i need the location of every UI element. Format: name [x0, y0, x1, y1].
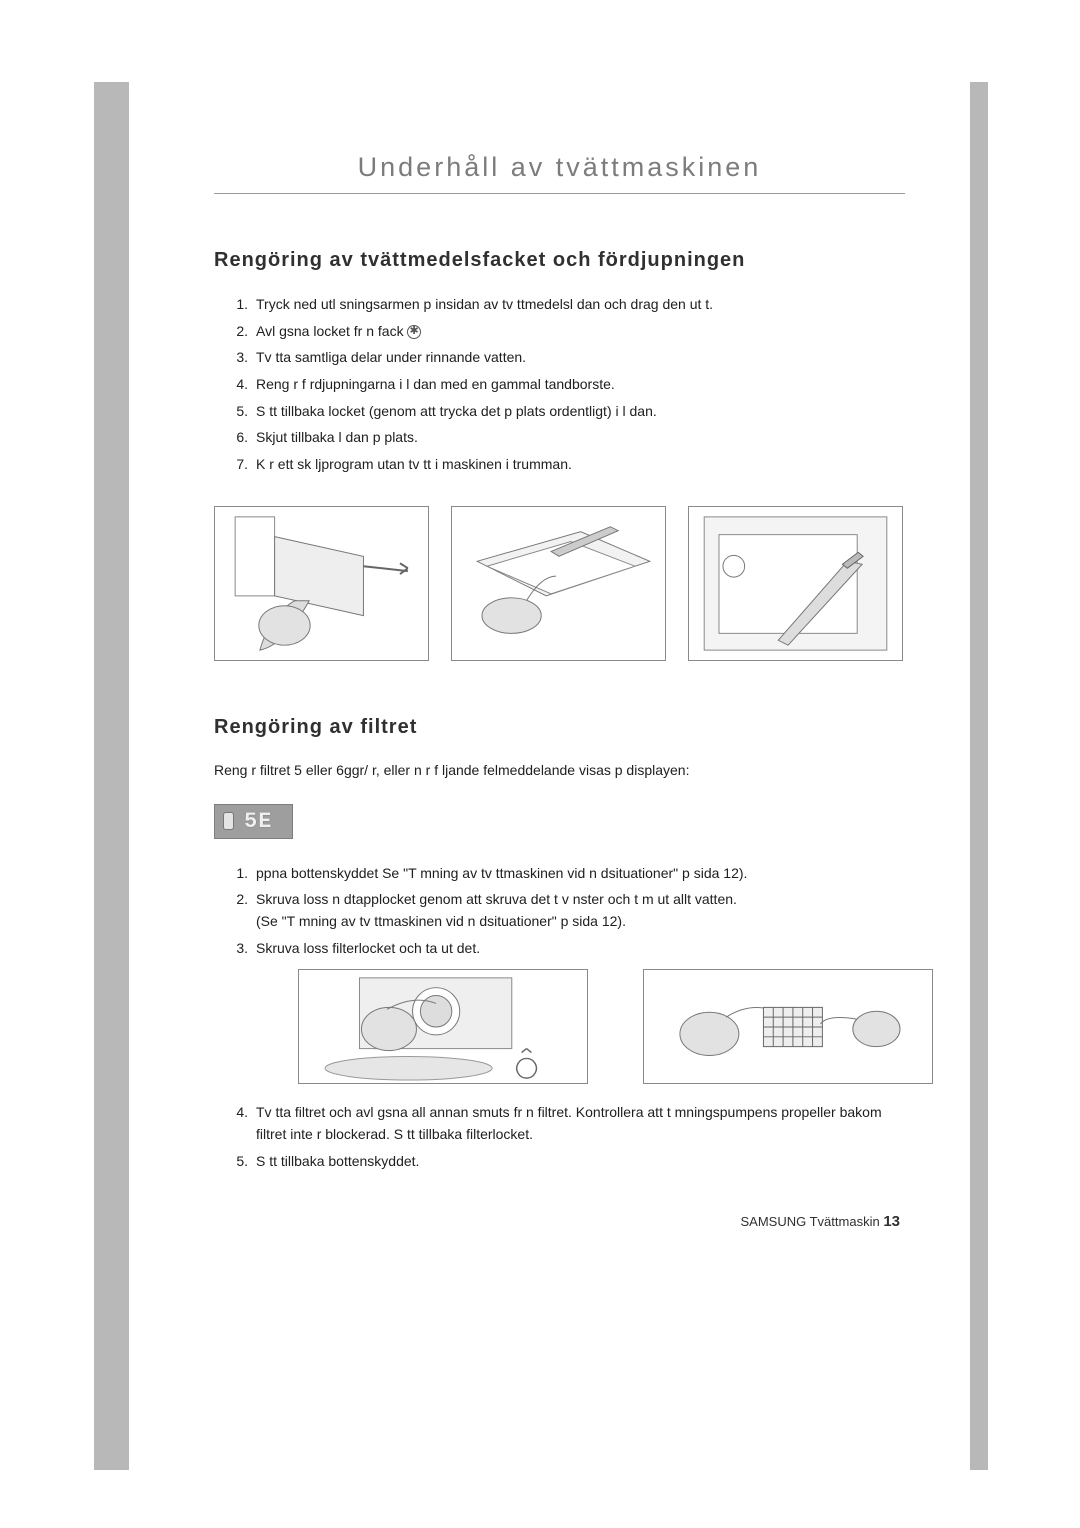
footer-page-number: 13 — [883, 1213, 900, 1230]
page-content: Underhåll av tvättmaskinen Rengöring av … — [129, 82, 970, 1230]
chapter-title: Underhåll av tvättmaskinen — [214, 152, 905, 194]
softener-compartment-icon — [407, 325, 421, 339]
step: Reng r f rdjupningarna i l dan med en ga… — [236, 374, 905, 396]
illustration-clean-recess — [688, 506, 903, 661]
step: Skjut tillbaka l dan p plats. — [236, 427, 905, 449]
section2-title: Rengöring av filtret — [214, 716, 905, 739]
step: Tv tta samtliga delar under rinnande vat… — [236, 347, 905, 369]
right-margin-bar — [970, 82, 988, 1470]
step: Tv tta filtret och avl gsna all annan sm… — [236, 1102, 905, 1145]
illustration-clean-filter — [643, 969, 933, 1084]
step: S tt tillbaka locket (genom att trycka d… — [236, 401, 905, 423]
step: ppna bottenskyddet Se "T mning av tv ttm… — [236, 863, 905, 885]
step: Tryck ned utl sningsarmen p insidan av t… — [236, 294, 905, 316]
step: Skruva loss filterlocket och ta ut det. — [236, 938, 905, 1085]
footer-product: Tvättmaskin — [810, 1214, 880, 1229]
section2-steps: ppna bottenskyddet Se "T mning av tv ttm… — [214, 863, 905, 1173]
footer-brand: SAMSUNG — [740, 1214, 806, 1229]
step: Avl gsna locket fr n fack — [236, 321, 905, 343]
section1-steps: Tryck ned utl sningsarmen p insidan av t… — [214, 294, 905, 476]
page-footer: SAMSUNG Tvättmaskin 13 — [214, 1213, 905, 1230]
illustration-unscrew-filter — [298, 969, 588, 1084]
display-bezel-icon — [223, 812, 234, 830]
error-code: 5E — [244, 809, 272, 834]
left-margin-bar — [94, 82, 129, 1470]
step: S tt tillbaka bottenskyddet. — [236, 1151, 905, 1173]
section2-intro: Reng r filtret 5 eller 6ggr/ r, eller n … — [214, 761, 905, 780]
illustration-clean-drawer — [451, 506, 666, 661]
section1-title: Rengöring av tvättmedelsfacket och fördj… — [214, 249, 905, 272]
step: K r ett sk ljprogram utan tv tt i maskin… — [236, 454, 905, 476]
illustration-row-2 — [298, 969, 905, 1084]
illustration-remove-drawer — [214, 506, 429, 661]
error-code-badge: 5E — [214, 804, 293, 839]
step: Skruva loss n dtapplocket genom att skru… — [236, 889, 905, 932]
illustration-row-1 — [214, 506, 905, 661]
